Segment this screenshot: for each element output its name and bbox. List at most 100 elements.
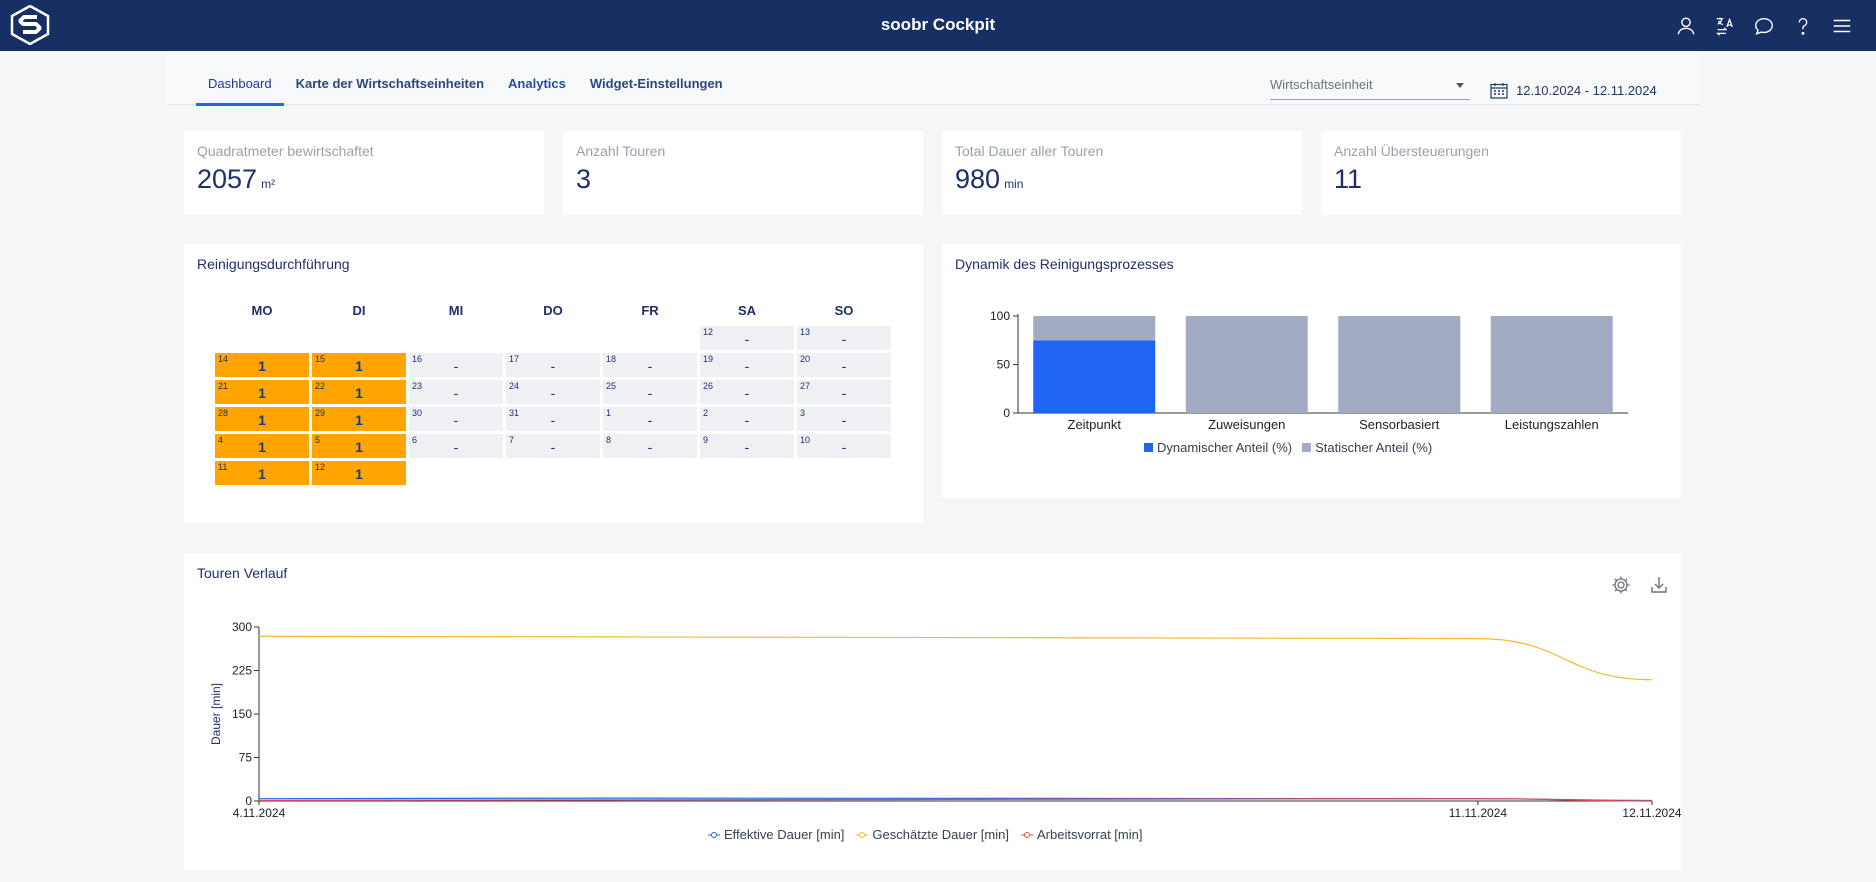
calendar-day-value: - <box>550 412 556 428</box>
calendar-day-cell[interactable]: 8- <box>603 434 697 458</box>
legend-label: Statischer Anteil (%) <box>1315 440 1433 455</box>
calendar-day-number: 26 <box>703 381 714 391</box>
kpi-unit: m² <box>261 177 276 191</box>
calendar-day-cell[interactable]: 30 - <box>409 407 503 431</box>
calendar-day-number: 10 <box>800 435 811 445</box>
calendar-day-cell[interactable]: 28 1 <box>215 407 309 431</box>
kpi-value: 2057 m² <box>197 164 276 194</box>
calendar-day-cell[interactable]: 20 - <box>797 353 891 377</box>
settings-gear-icon[interactable] <box>1610 574 1632 596</box>
calendar-day-cell[interactable]: 23 - <box>409 380 503 404</box>
wirtschaftseinheit-select[interactable]: Wirtschaftseinheit <box>1270 76 1470 100</box>
weekday-header: DI <box>352 303 366 318</box>
y-tick-label: 100 <box>990 309 1010 323</box>
calendar-day-number: 2 <box>703 408 709 418</box>
touren-verlauf-line-chart: 0 75 150 225 300 4.11.2024 11.11.2024 12.11.202… <box>209 620 1681 820</box>
soobr-logo[interactable] <box>10 5 50 45</box>
tab-widget-einstellungen[interactable]: Widget-Einstellungen <box>589 76 723 91</box>
kpi-label: Anzahl Übersteuerungen <box>1334 143 1489 159</box>
kpi-value: 11 <box>1334 164 1363 194</box>
legend-item[interactable]: Arbeitsvorrat [min] <box>1020 827 1142 842</box>
tab-karte-der-wirtschaftseinheiten[interactable]: Karte der Wirtschaftseinheiten <box>295 76 485 91</box>
language-switch-icon[interactable] <box>1712 13 1737 38</box>
kpi-label: Anzahl Touren <box>576 143 666 159</box>
calendar-day-number: 8 <box>606 435 612 445</box>
calendar-day-cell[interactable]: 3- <box>797 407 891 431</box>
app-title: soobr Cockpit <box>880 15 996 34</box>
bar-segment[interactable] <box>1338 316 1461 413</box>
kpi-label: Total Dauer aller Touren <box>955 143 1104 159</box>
user-icon[interactable] <box>1673 13 1698 38</box>
calendar-day-cell[interactable]: 16 - <box>409 353 503 377</box>
date-range-picker[interactable]: 12.10.2024 - 12.11.2024 <box>1490 82 1657 99</box>
help-icon[interactable] <box>1790 13 1815 38</box>
calendar-day-cell[interactable]: 25 - <box>603 380 697 404</box>
kpi-value: 3 <box>576 164 592 194</box>
weekday-header: DO <box>543 303 563 318</box>
calendar-day-cell[interactable]: 26 - <box>700 380 794 404</box>
bar-segment[interactable] <box>1490 316 1613 413</box>
calendar-day-cell[interactable]: 14 1 <box>215 353 309 377</box>
calendar-day-number: 20 <box>800 354 811 364</box>
calendar-day-number: 18 <box>606 354 617 364</box>
weekday-header: SO <box>834 303 854 318</box>
calendar-day-cell[interactable]: 9- <box>700 434 794 458</box>
calendar-day-number: 14 <box>218 354 229 364</box>
calendar-day-cell[interactable]: 12 - <box>700 326 794 350</box>
tab-dashboard[interactable]: Dashboard <box>196 52 284 106</box>
bar-segment[interactable] <box>1033 340 1156 413</box>
calendar-day-cell[interactable]: 31 - <box>506 407 600 431</box>
calendar-day-number: 28 <box>218 408 229 418</box>
calendar-day-cell[interactable]: 12 1 <box>312 461 406 485</box>
calendar-day-cell[interactable]: 19 - <box>700 353 794 377</box>
kpi-card-uebersteuerungen: Anzahl Übersteuerungen 11 <box>1321 131 1681 215</box>
calendar-day-cell[interactable]: 7- <box>506 434 600 458</box>
x-tick-label: Leistungszahlen <box>1505 417 1599 432</box>
calendar-day-cell[interactable]: 18 - <box>603 353 697 377</box>
calendar-day-cell[interactable]: 1- <box>603 407 697 431</box>
kpi-card-quadratmeter: Quadratmeter bewirtschaftet 2057 m² <box>184 131 544 215</box>
legend-item[interactable]: Geschätzte Dauer [min] <box>856 827 1009 842</box>
calendar-day-number: 4 <box>218 435 224 445</box>
tab-analytics[interactable]: Analytics <box>508 76 566 91</box>
calendar-day-cell[interactable]: 10 - <box>797 434 891 458</box>
calendar-day-value: - <box>841 358 847 374</box>
series-line[interactable] <box>258 798 1653 802</box>
legend-item[interactable]: Statischer Anteil (%) <box>1302 440 1432 455</box>
calendar-day-number: 16 <box>412 354 423 364</box>
calendar-day-number: 12 <box>315 462 326 472</box>
calendar-day-cell[interactable]: 11 1 <box>215 461 309 485</box>
calendar-day-number: 30 <box>412 408 423 418</box>
calendar-day-cell[interactable]: 24 - <box>506 380 600 404</box>
legend-item[interactable]: Effektive Dauer [min] <box>708 827 844 842</box>
calendar-day-cell[interactable]: 27 - <box>797 380 891 404</box>
calendar-day-cell[interactable]: 22 1 <box>312 380 406 404</box>
legend-label: Geschätzte Dauer [min] <box>872 827 1009 842</box>
calendar-day-cell[interactable]: 15 1 <box>312 353 406 377</box>
sub-navigation: Dashboard Karte der Wirtschaftseinheiten… <box>166 52 1700 106</box>
bar-segment[interactable] <box>1033 316 1156 341</box>
calendar-day-value: 1 <box>355 385 363 401</box>
calendar-day-cell[interactable]: 21 1 <box>215 380 309 404</box>
calendar-day-cell[interactable]: 2- <box>700 407 794 431</box>
calendar-day-cell[interactable]: 6- <box>409 434 503 458</box>
dynamik-legend: Dynamischer Anteil (%) Statischer Anteil… <box>1144 440 1432 455</box>
calendar-day-value: - <box>841 439 847 455</box>
legend-item[interactable]: Dynamischer Anteil (%) <box>1144 440 1292 455</box>
calendar-day-cell[interactable]: 29 1 <box>312 407 406 431</box>
kpi-card-total-dauer: Total Dauer aller Touren 980 min <box>942 131 1302 215</box>
top-bar: soobr Cockpit <box>0 0 1876 51</box>
calendar-day-value: - <box>841 331 847 347</box>
calendar-day-number: 6 <box>412 435 418 445</box>
calendar-day-cell[interactable]: 17 - <box>506 353 600 377</box>
calendar-day-value: - <box>647 358 653 374</box>
download-icon[interactable] <box>1648 574 1670 596</box>
series-line[interactable] <box>258 635 1653 681</box>
menu-icon[interactable] <box>1829 13 1854 38</box>
bar-segment[interactable] <box>1185 316 1308 413</box>
legend-marker <box>856 831 869 838</box>
chat-icon[interactable] <box>1751 13 1776 38</box>
calendar-day-cell[interactable]: 13 - <box>797 326 891 350</box>
